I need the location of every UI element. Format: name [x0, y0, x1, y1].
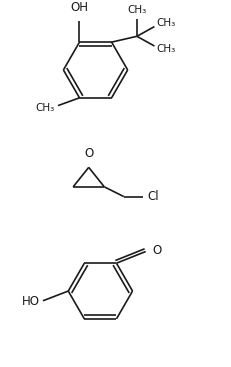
Text: CH₃: CH₃: [156, 44, 176, 54]
Text: OH: OH: [70, 1, 88, 14]
Text: CH₃: CH₃: [127, 5, 146, 15]
Text: HO: HO: [22, 295, 40, 308]
Text: CH₃: CH₃: [36, 102, 55, 113]
Text: O: O: [84, 146, 93, 160]
Text: CH₃: CH₃: [156, 18, 176, 28]
Text: O: O: [152, 244, 162, 257]
Text: Cl: Cl: [147, 190, 159, 203]
